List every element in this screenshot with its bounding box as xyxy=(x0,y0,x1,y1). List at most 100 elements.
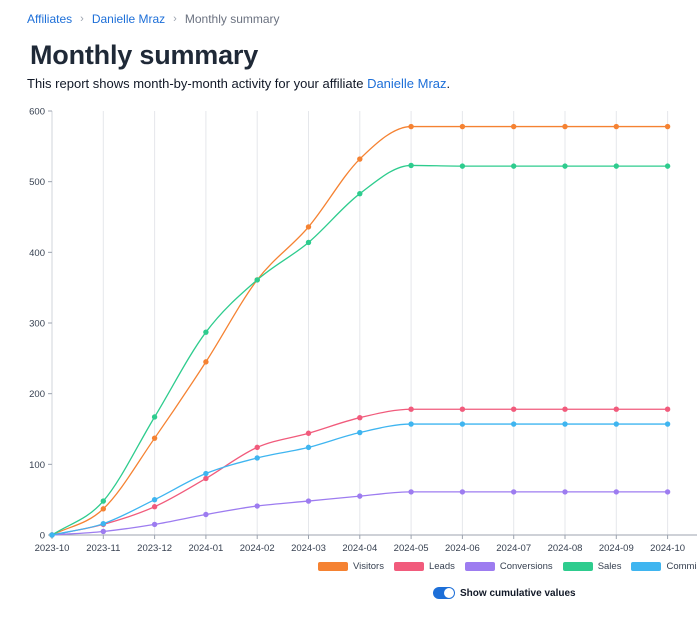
data-point-sales xyxy=(203,329,209,335)
data-point-visitors xyxy=(100,506,107,512)
data-point-visitors xyxy=(613,123,619,130)
x-tick-label: 2024-07 xyxy=(496,543,531,554)
data-point-leads xyxy=(151,504,158,510)
legend-item-visitors[interactable]: Visitors xyxy=(318,561,384,572)
data-point-conversions xyxy=(254,503,260,509)
x-tick-label: 2024-09 xyxy=(599,543,634,554)
data-point-commissions xyxy=(613,421,619,427)
data-point-conversions xyxy=(613,489,619,495)
data-point-sales xyxy=(613,163,619,169)
legend-item-sales[interactable]: Sales xyxy=(562,561,622,572)
x-tick-label: 2024-08 xyxy=(548,543,583,554)
data-point-sales xyxy=(254,277,260,283)
data-point-conversions xyxy=(511,489,517,495)
legend-swatch xyxy=(631,562,662,571)
data-point-sales xyxy=(100,498,107,504)
breadcrumb: Affiliates › Danielle Mraz › Monthly sum… xyxy=(27,12,280,26)
y-tick-label: 600 xyxy=(29,107,45,118)
data-point-conversions xyxy=(151,521,158,528)
intro-text: This report shows month-by-month activit… xyxy=(27,76,450,91)
data-point-commissions xyxy=(357,429,363,436)
data-point-visitors xyxy=(562,123,568,130)
data-point-visitors xyxy=(459,123,466,130)
grid-lines xyxy=(51,111,669,535)
data-point-commissions xyxy=(511,421,517,427)
data-point-leads xyxy=(613,406,619,412)
series-conversions xyxy=(49,489,671,538)
data-point-visitors xyxy=(357,156,363,162)
data-point-leads xyxy=(408,406,414,412)
monthly-summary-chart: 0 100 200 300 400 500 600 2023-10 2023-11 2023-12… xyxy=(29,107,697,554)
data-point-conversions xyxy=(357,493,363,499)
data-point-commissions xyxy=(203,470,209,477)
y-tick-label: 500 xyxy=(29,177,45,188)
chevron-right-icon: › xyxy=(173,13,177,25)
breadcrumb-current: Monthly summary xyxy=(184,12,280,26)
page-title: Monthly summary xyxy=(30,40,259,70)
x-tick-label: 2024-04 xyxy=(342,543,377,554)
y-tick-label: 0 xyxy=(40,531,45,542)
data-point-sales xyxy=(511,163,517,169)
x-tick-label: 2023-12 xyxy=(137,543,172,554)
data-point-leads xyxy=(254,444,260,451)
x-tick-label: 2024-03 xyxy=(291,543,326,554)
series-commissions xyxy=(49,421,671,538)
data-point-leads xyxy=(459,406,466,412)
x-tick-label: 2023-11 xyxy=(86,543,120,554)
legend-swatch xyxy=(562,562,593,571)
chevron-right-icon: › xyxy=(80,13,84,25)
legend-label: Commissions xyxy=(666,561,697,572)
legend-swatch xyxy=(393,562,424,571)
data-point-sales xyxy=(357,190,363,197)
data-point-leads xyxy=(357,414,363,421)
breadcrumb-link-affiliates[interactable]: Affiliates xyxy=(27,12,73,26)
data-point-sales xyxy=(459,163,466,169)
cumulative-toggle-switch[interactable] xyxy=(433,587,455,599)
chart-legend: Visitors Leads Conversions Sales Commissions xyxy=(318,561,697,572)
data-point-leads xyxy=(664,406,671,412)
data-point-commissions xyxy=(151,496,158,503)
y-tick-label: 400 xyxy=(29,248,45,259)
data-point-leads xyxy=(203,475,209,482)
x-tick-label: 2024-02 xyxy=(240,543,275,554)
data-point-leads xyxy=(305,430,312,436)
data-point-conversions xyxy=(100,528,107,535)
data-point-conversions xyxy=(562,489,568,495)
data-point-conversions xyxy=(203,511,209,518)
data-point-conversions xyxy=(664,489,671,495)
data-point-conversions xyxy=(305,498,312,504)
data-point-visitors xyxy=(511,123,517,130)
intro-suffix: . xyxy=(446,76,451,91)
data-point-leads xyxy=(562,406,568,412)
y-tick-label: 200 xyxy=(29,389,45,400)
legend-swatch xyxy=(464,562,495,571)
intro-affiliate-link[interactable]: Danielle Mraz xyxy=(367,76,447,91)
data-point-conversions xyxy=(408,489,414,495)
cumulative-toggle-label: Show cumulative values xyxy=(460,587,576,599)
legend-label: Leads xyxy=(428,561,455,572)
data-point-commissions xyxy=(664,421,671,427)
data-point-conversions xyxy=(459,489,466,495)
legend-item-commissions[interactable]: Commissions xyxy=(631,561,697,572)
x-tick-label: 2024-10 xyxy=(650,543,685,554)
data-point-visitors xyxy=(408,123,414,130)
data-point-sales xyxy=(408,162,414,169)
data-point-visitors xyxy=(151,435,158,441)
y-tick-label: 300 xyxy=(29,319,45,330)
legend-item-leads[interactable]: Leads xyxy=(393,561,455,572)
toggle-knob xyxy=(444,588,454,598)
x-tick-label: 2024-01 xyxy=(188,543,223,554)
breadcrumb-link-affiliate[interactable]: Danielle Mraz xyxy=(91,12,166,26)
data-point-sales xyxy=(151,414,158,420)
intro-prefix: This report shows month-by-month activit… xyxy=(27,76,368,91)
legend-label: Sales xyxy=(597,561,622,572)
data-point-visitors xyxy=(203,359,209,365)
legend-item-conversions[interactable]: Conversions xyxy=(464,561,553,572)
legend-label: Conversions xyxy=(499,561,553,572)
x-tick-label: 2023-10 xyxy=(35,543,70,554)
data-point-commissions xyxy=(254,455,260,461)
data-point-commissions xyxy=(49,532,55,538)
cumulative-toggle-row[interactable]: Show cumulative values xyxy=(433,587,576,599)
legend-label: Visitors xyxy=(353,561,384,572)
data-point-visitors xyxy=(305,224,312,230)
